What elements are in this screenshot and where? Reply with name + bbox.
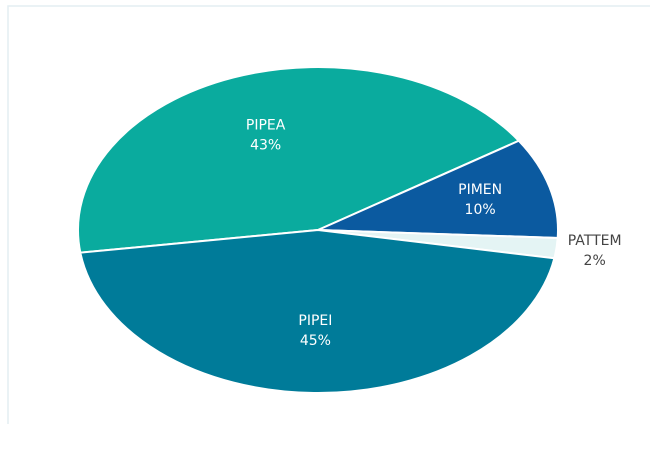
pie-slice [79, 228, 556, 394]
pie-slice [77, 66, 521, 254]
slice-label: PATTEM [568, 233, 622, 249]
slice-value-label: 45% [300, 333, 331, 349]
slice-label: PIMEN [458, 182, 502, 198]
slice-label: PIPEI [298, 313, 332, 329]
frame [7, 5, 650, 424]
slice-value-label: 2% [584, 253, 606, 269]
slice-label: PIPEA [246, 117, 286, 133]
slice-value-label: 10% [465, 202, 496, 218]
pie-slice [317, 139, 559, 239]
slice-value-label: 43% [250, 137, 281, 153]
